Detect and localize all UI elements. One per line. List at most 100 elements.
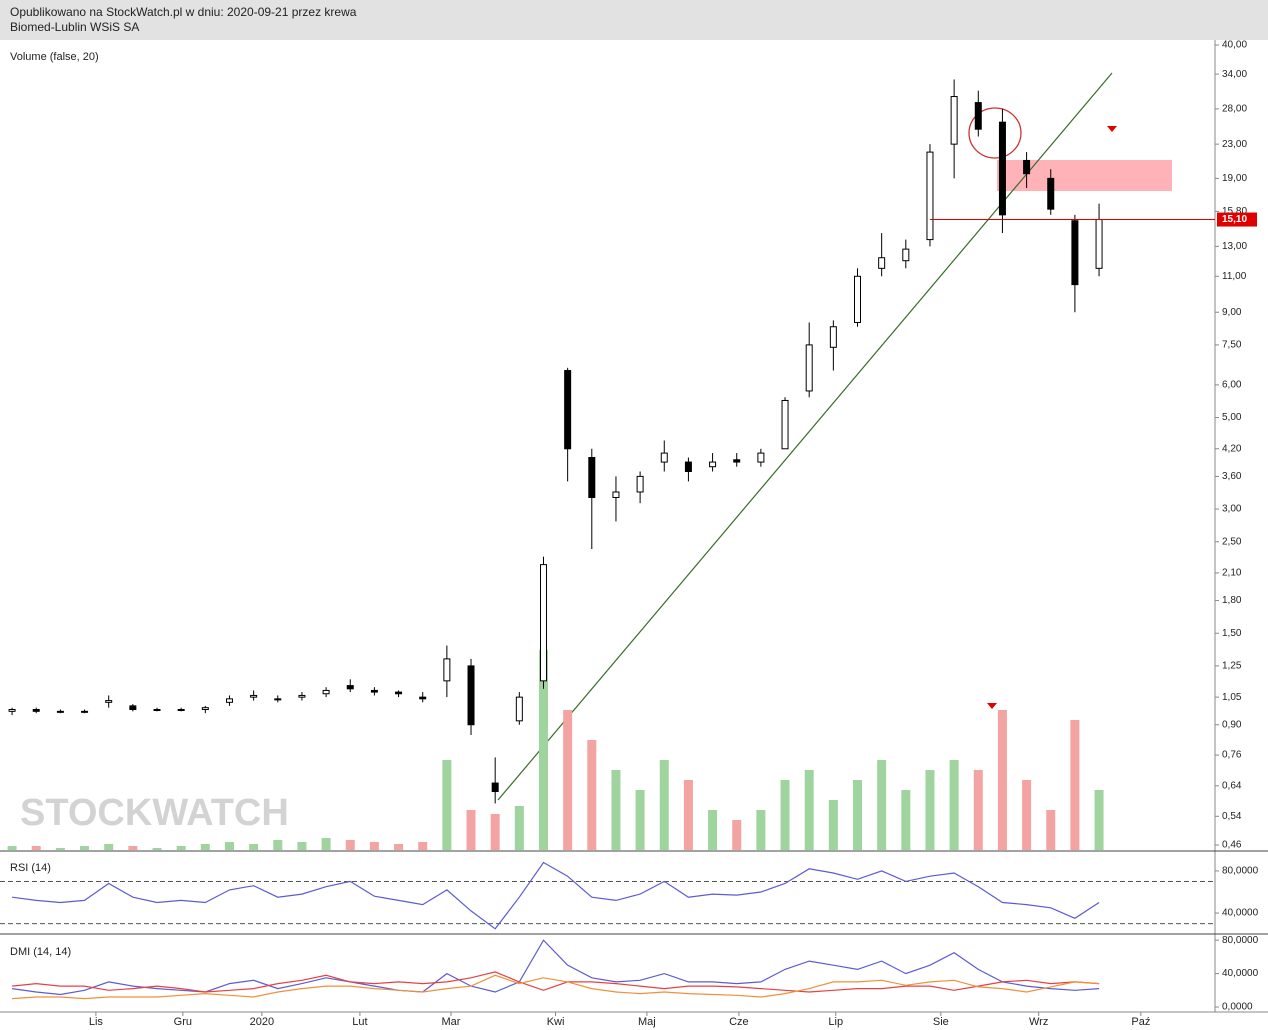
candle-body: [1071, 220, 1079, 286]
volume-bar: [708, 810, 718, 850]
candle-body: [998, 121, 1006, 216]
volume-bar: [780, 780, 790, 850]
candle-body: [974, 102, 982, 130]
y-tick-label: 2,10: [1222, 568, 1242, 579]
volume-bar: [80, 846, 90, 850]
volume-bar: [925, 770, 935, 850]
candle-body: [926, 151, 934, 241]
y-tick-label: 40,0000: [1222, 908, 1259, 919]
x-tick-label: Wrz: [1029, 1016, 1048, 1028]
volume-bar: [369, 842, 379, 850]
volume-bar: [635, 790, 645, 850]
volume-bar: [901, 790, 911, 850]
y-tick-label: 23,00: [1222, 139, 1247, 150]
y-tick-label: 13,00: [1222, 241, 1247, 252]
y-tick-label: 28,00: [1222, 104, 1247, 115]
volume-bar: [104, 844, 114, 850]
volume-bar: [321, 838, 331, 850]
volume-bar: [997, 710, 1007, 850]
candle-body: [153, 709, 161, 712]
last-price-box: [1217, 212, 1257, 227]
candle-body: [201, 707, 209, 711]
candle-body: [660, 452, 668, 463]
candle-body: [733, 459, 741, 463]
candle-body: [781, 399, 789, 450]
y-tick-label: 11,00: [1222, 271, 1247, 282]
volume-bar: [949, 760, 959, 850]
candle-body: [56, 710, 64, 713]
signal-arrow: [1107, 126, 1117, 132]
volume-bar: [538, 650, 548, 850]
candle-body: [346, 685, 354, 690]
y-tick-label: 34,00: [1222, 69, 1247, 80]
y-tick-label: 6,00: [1222, 380, 1242, 391]
candle-body: [636, 475, 644, 493]
volume-bar: [973, 770, 983, 850]
y-tick-label: 0,46: [1222, 840, 1242, 851]
y-tick-label: 4,20: [1222, 443, 1242, 454]
x-tick-label: Cze: [729, 1016, 749, 1028]
indicator-line: [12, 939, 1100, 996]
header-band: [0, 0, 1268, 40]
candle-body: [684, 461, 692, 472]
indicator-line: [12, 861, 1100, 930]
candle-body: [129, 705, 137, 711]
y-tick-label: 1,25: [1222, 661, 1242, 672]
y-tick-label: 15,80: [1222, 206, 1247, 217]
volume-bar: [128, 846, 138, 850]
candle-body: [81, 710, 89, 713]
candle-body: [1047, 177, 1055, 210]
header-line: Biomed-Lublin WSiS SA: [10, 20, 139, 34]
volume-bar: [732, 820, 742, 850]
y-tick-label: 0,64: [1222, 780, 1242, 791]
volume-bar: [176, 846, 186, 850]
candle-body: [878, 257, 886, 269]
x-tick-label: 2020: [250, 1016, 274, 1028]
volume-bar: [1022, 780, 1032, 850]
x-tick-label: Sie: [933, 1016, 949, 1028]
candle-body: [709, 461, 717, 468]
x-tick-label: Kwi: [547, 1016, 565, 1028]
y-tick-label: 0,0000: [1222, 1002, 1253, 1013]
y-tick-label: 3,00: [1222, 504, 1242, 515]
x-tick-label: Lis: [89, 1016, 104, 1028]
volume-bar: [563, 710, 573, 850]
volume-bar: [877, 760, 887, 850]
y-tick-label: 7,50: [1222, 340, 1242, 351]
indicator-line: [12, 974, 1100, 1000]
volume-bar: [804, 770, 814, 850]
volume-bar: [297, 842, 307, 850]
x-tick-label: Lut: [352, 1016, 367, 1028]
candle-body: [32, 709, 40, 712]
y-tick-label: 1,80: [1222, 595, 1242, 606]
volume-bar: [200, 844, 210, 850]
candle-body: [395, 691, 403, 695]
candle-body: [805, 344, 813, 392]
volume-bar: [7, 846, 17, 850]
panel-title: Volume (false, 20): [10, 51, 99, 63]
volume-bar: [853, 780, 863, 850]
volume-bar: [1070, 720, 1080, 850]
volume-bar: [31, 846, 41, 850]
circle-annotation: [968, 107, 1022, 159]
volume-bar: [490, 814, 500, 850]
volume-bar: [442, 760, 452, 850]
candle-body: [515, 696, 523, 722]
candle-body: [225, 698, 233, 703]
y-tick-label: 19,00: [1222, 173, 1247, 184]
volume-bar: [514, 806, 524, 850]
x-tick-label: Maj: [638, 1016, 656, 1028]
candle-body: [588, 457, 596, 498]
candle-body: [274, 698, 282, 701]
candle-body: [564, 370, 572, 450]
candle-body: [902, 248, 910, 262]
candle-body: [829, 326, 837, 348]
candle-body: [612, 491, 620, 498]
candle-body: [854, 275, 862, 323]
panel-title: DMI (14, 14): [10, 946, 71, 958]
volume-bar: [587, 740, 597, 850]
y-tick-label: 40,0000: [1222, 968, 1259, 979]
y-tick-label: 5,00: [1222, 412, 1242, 423]
candle-body: [177, 709, 185, 712]
